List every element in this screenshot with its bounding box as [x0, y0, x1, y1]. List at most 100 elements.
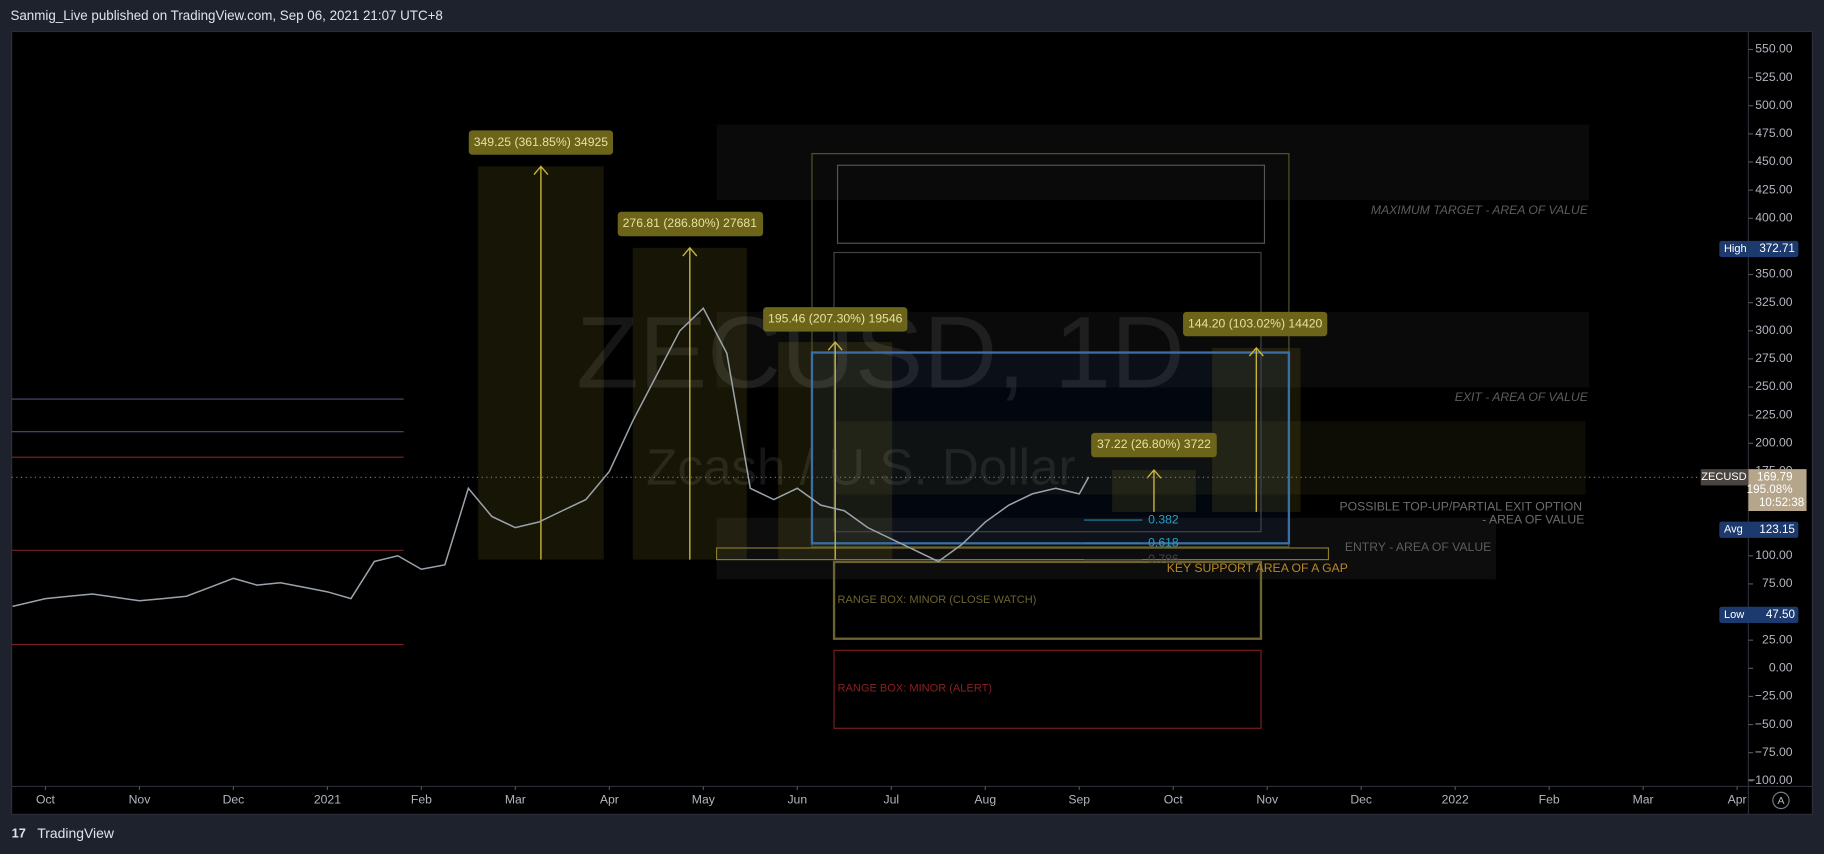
- x-tick-label: Apr: [1728, 793, 1747, 807]
- marker-bg: [1719, 240, 1799, 258]
- x-tick-label: Nov: [1256, 793, 1279, 807]
- marker-value: 372.71: [1759, 242, 1795, 255]
- zone-label: - AREA OF VALUE: [1482, 512, 1584, 526]
- zone-label: EXIT - AREA OF VALUE: [1455, 390, 1589, 404]
- x-tick-label: Oct: [1164, 793, 1184, 807]
- x-tick-label: Feb: [1539, 793, 1560, 807]
- y-tick-label: 275.00: [1755, 351, 1793, 365]
- x-tick-label: 2022: [1442, 793, 1469, 807]
- marker-label: Avg: [1724, 524, 1743, 536]
- x-tick-label: Oct: [36, 793, 56, 807]
- arrow: [827, 341, 843, 560]
- y-tick-label: 0.00: [1769, 661, 1793, 675]
- arrows: [533, 165, 1264, 560]
- zones: [11, 124, 1590, 729]
- x-tick-label: Aug: [974, 793, 996, 807]
- last-symbol-bg: [1700, 469, 1749, 486]
- range-box: [832, 560, 1263, 640]
- zone-label: RANGE BOX: MINOR (CLOSE WATCH): [838, 594, 1037, 606]
- y-tick-label: 525.00: [1755, 70, 1793, 84]
- measure-label: 37.22 (26.80%) 3722: [1097, 437, 1211, 451]
- x-tick-label: May: [692, 793, 716, 807]
- watermark-name: Zcash / U.S. Dollar: [646, 439, 1075, 496]
- x-tick-label: Apr: [600, 793, 619, 807]
- fib-label: 0.382: [1148, 512, 1179, 526]
- y-tick-label: 400.00: [1755, 210, 1793, 224]
- arrow: [533, 165, 549, 560]
- marker-value: 123.15: [1759, 523, 1795, 536]
- y-tick-label: 325.00: [1755, 295, 1793, 309]
- last-symbol: ZECUSD: [1701, 471, 1746, 483]
- x-tick-label: Mar: [505, 793, 526, 807]
- measure-label-bg: [1091, 432, 1217, 458]
- measure-label: 349.25 (361.85%) 34925: [474, 135, 609, 149]
- labels: 349.25 (361.85%) 34925 276.81 (286.80%) …: [468, 130, 1589, 695]
- marker-label: High: [1724, 243, 1747, 255]
- measure-label-bg: [763, 307, 908, 332]
- x-tick-label: Jul: [883, 793, 899, 807]
- chart-area: [11, 30, 1813, 815]
- last-change: 195.08%: [1747, 483, 1793, 496]
- arrow: [1248, 346, 1264, 512]
- outline-box: [811, 153, 1290, 548]
- zone-label: KEY SUPPORT AREA OF A GAP: [1167, 561, 1348, 575]
- fib-label: 0.786: [1148, 552, 1179, 566]
- price-line: [12, 306, 1090, 608]
- y-tick-label: −50.00: [1755, 717, 1793, 731]
- measure-label-bg: [617, 211, 764, 237]
- y-tick-label: 425.00: [1755, 182, 1793, 196]
- marker-bg: [1719, 521, 1799, 538]
- arrow: [682, 246, 698, 560]
- x-tick-label: Sep: [1068, 793, 1090, 807]
- x-tick-label: Feb: [411, 793, 432, 807]
- outline-box: [810, 351, 1291, 545]
- y-tick-label: −25.00: [1755, 689, 1793, 703]
- y-tick-label: 200.00: [1755, 436, 1793, 450]
- y-tick-label: 450.00: [1755, 154, 1793, 168]
- outline-box: [836, 164, 1266, 244]
- measure-label: 276.81 (286.80%) 27681: [623, 216, 758, 230]
- y-tick-label: −75.00: [1755, 745, 1793, 759]
- last-countdown: 10:52:38: [1759, 496, 1804, 509]
- x-tick-label: Mar: [1633, 793, 1654, 807]
- fib-label: 0.618: [1148, 536, 1179, 550]
- marker-label: Low: [1724, 609, 1744, 621]
- zone-label: RANGE BOX: MINOR (ALERT): [838, 683, 992, 695]
- measure-label: 144.20 (103.02%) 14420: [1188, 316, 1323, 330]
- marker-value: 47.50: [1766, 608, 1796, 621]
- y-tick-label: 100.00: [1755, 548, 1793, 562]
- publisher: Sanmig_Live published on TradingView.com…: [10, 8, 442, 23]
- zone-label: ENTRY - AREA OF VALUE: [1345, 540, 1491, 554]
- auto-button-label[interactable]: A: [1777, 796, 1784, 807]
- y-tick-label: 250.00: [1755, 379, 1793, 393]
- measure-label: 195.46 (207.30%) 19546: [768, 312, 903, 326]
- y-tick-label: 475.00: [1755, 126, 1793, 140]
- brand-logo: 17: [12, 826, 26, 841]
- x-tick-label: Jun: [787, 793, 807, 807]
- zone: [716, 124, 1590, 201]
- marker-bg: [1719, 606, 1799, 624]
- y-tick-label: 550.00: [1755, 42, 1793, 56]
- y-tick-label: 75.00: [1762, 576, 1793, 590]
- zone-label: MAXIMUM TARGET - AREA OF VALUE: [1371, 203, 1589, 217]
- y-tick-label: 500.00: [1755, 98, 1793, 112]
- y-tick-label: 225.00: [1755, 407, 1793, 421]
- measure-label-bg: [468, 130, 614, 155]
- x-tick-label: Dec: [1350, 793, 1372, 807]
- gap-box: [715, 547, 1330, 561]
- y-tick-label: −100.00: [1748, 773, 1793, 787]
- measure-label-bg: [1183, 311, 1328, 337]
- x-tick-label: Nov: [129, 793, 152, 807]
- brand: TradingView: [37, 825, 115, 841]
- x-tick-label: 2021: [314, 793, 341, 807]
- y-tick-label: 350.00: [1755, 267, 1793, 281]
- range-box: [833, 649, 1262, 729]
- last-value: 169.79: [1757, 470, 1793, 483]
- y-tick-label: 25.00: [1762, 632, 1793, 646]
- auto-button[interactable]: [1772, 791, 1790, 810]
- x-tick-label: Dec: [223, 793, 245, 807]
- last-badge-bg: [1748, 469, 1807, 512]
- y-tick-label: 300.00: [1755, 323, 1793, 337]
- zone-label: POSSIBLE TOP-UP/PARTIAL EXIT OPTION: [1339, 499, 1582, 513]
